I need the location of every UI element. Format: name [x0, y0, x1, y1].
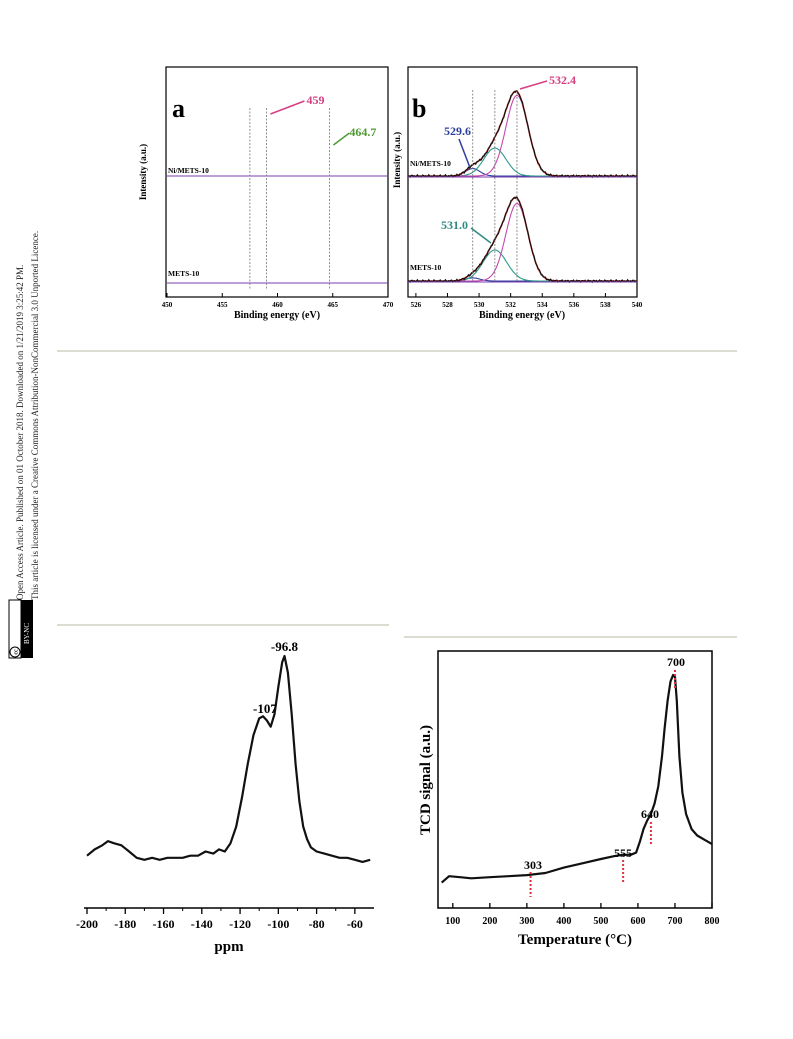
- peak-annotation: 532.4: [549, 73, 576, 87]
- x-tick-label: -120: [229, 917, 251, 931]
- peak-label: 700: [667, 655, 685, 669]
- panel-label: b: [412, 94, 426, 123]
- x-tick-label: 532: [505, 301, 516, 309]
- x-tick-label: -200: [76, 917, 98, 931]
- tcd-signal-line: [440, 673, 713, 884]
- x-tick-label: 300: [519, 916, 534, 927]
- peak-label: -107: [253, 701, 277, 716]
- x-tick-label: -160: [153, 917, 175, 931]
- x-tick-label: 530: [474, 301, 485, 309]
- peak-label: 303: [524, 858, 542, 872]
- x-axis-label: Temperature (°C): [518, 932, 632, 948]
- series-line: [407, 196, 638, 284]
- plot-frame: [407, 66, 638, 298]
- x-tick-label: -100: [267, 917, 289, 931]
- cc-icon-text: cc: [14, 649, 20, 655]
- peak-annotation: 459: [306, 93, 324, 107]
- x-tick-label: -180: [114, 917, 136, 931]
- x-tick-label: 460: [272, 301, 283, 309]
- peak-label: -96.8: [271, 639, 299, 654]
- x-axis-label: Binding energy (eV): [479, 310, 565, 321]
- divider-left: [57, 624, 389, 626]
- peak-annotation-arrow: [470, 227, 492, 244]
- x-tick-label: 465: [328, 301, 339, 309]
- x-tick-label: 700: [667, 916, 682, 927]
- x-axis-label: ppm: [214, 939, 244, 955]
- peak-annotation-arrow: [270, 100, 305, 115]
- x-tick-label: 500: [593, 916, 608, 927]
- cc-icon: [9, 646, 21, 658]
- x-axis-label: Binding energy (eV): [234, 310, 320, 321]
- peak-annotation: 529.6: [444, 124, 471, 138]
- x-tick-label: 534: [537, 301, 548, 309]
- x-tick-label: 538: [600, 301, 611, 309]
- x-tick-label: 400: [556, 916, 571, 927]
- x-tick-label: 100: [445, 916, 460, 927]
- x-tick-label: 540: [632, 301, 643, 309]
- peak-label: 640: [641, 807, 659, 821]
- x-tick-label: 470: [383, 301, 394, 309]
- cc-license-badge[interactable]: cc BY-NC: [8, 599, 33, 659]
- x-tick-label: 200: [482, 916, 497, 927]
- y-axis-label: Intensity (a.u.): [392, 132, 402, 188]
- x-tick-label: 526: [411, 301, 422, 309]
- x-tick-label: 455: [217, 301, 228, 309]
- peak-annotation: 464.7: [349, 125, 376, 139]
- x-tick-label: 528: [442, 301, 453, 309]
- panel-label: a: [172, 94, 185, 123]
- divider-right: [404, 636, 737, 638]
- peak-annotation-arrow: [332, 132, 350, 146]
- x-tick-label: 600: [630, 916, 645, 927]
- x-tick-label: -80: [309, 917, 325, 931]
- y-axis-label: TCD signal (a.u.): [418, 725, 434, 835]
- series-label-mets10: METS-10: [410, 263, 442, 272]
- by-nc-label: BY-NC: [23, 623, 31, 644]
- peak-annotation: 531.0: [441, 218, 468, 232]
- y-axis-label: Intensity (a.u.): [138, 144, 148, 200]
- x-tick-label: 450: [162, 301, 173, 309]
- series-label-ni-mets10: Ni/METS-10: [410, 159, 451, 168]
- peak-label: 555: [614, 846, 632, 860]
- series-line: [407, 89, 638, 179]
- peak-annotation-arrow: [458, 138, 471, 168]
- series-label-mets10: METS-10: [168, 269, 200, 278]
- x-tick-label: -140: [191, 917, 213, 931]
- series-label-ni-mets10: Ni/METS-10: [168, 166, 209, 175]
- x-tick-label: 536: [569, 301, 580, 309]
- x-tick-label: 800: [705, 916, 720, 927]
- peak-annotation-arrow: [519, 80, 548, 90]
- divider-top: [57, 350, 737, 352]
- nmr-spectrum-line: [86, 654, 371, 863]
- x-tick-label: -60: [347, 917, 363, 931]
- plot-frame: [437, 650, 713, 909]
